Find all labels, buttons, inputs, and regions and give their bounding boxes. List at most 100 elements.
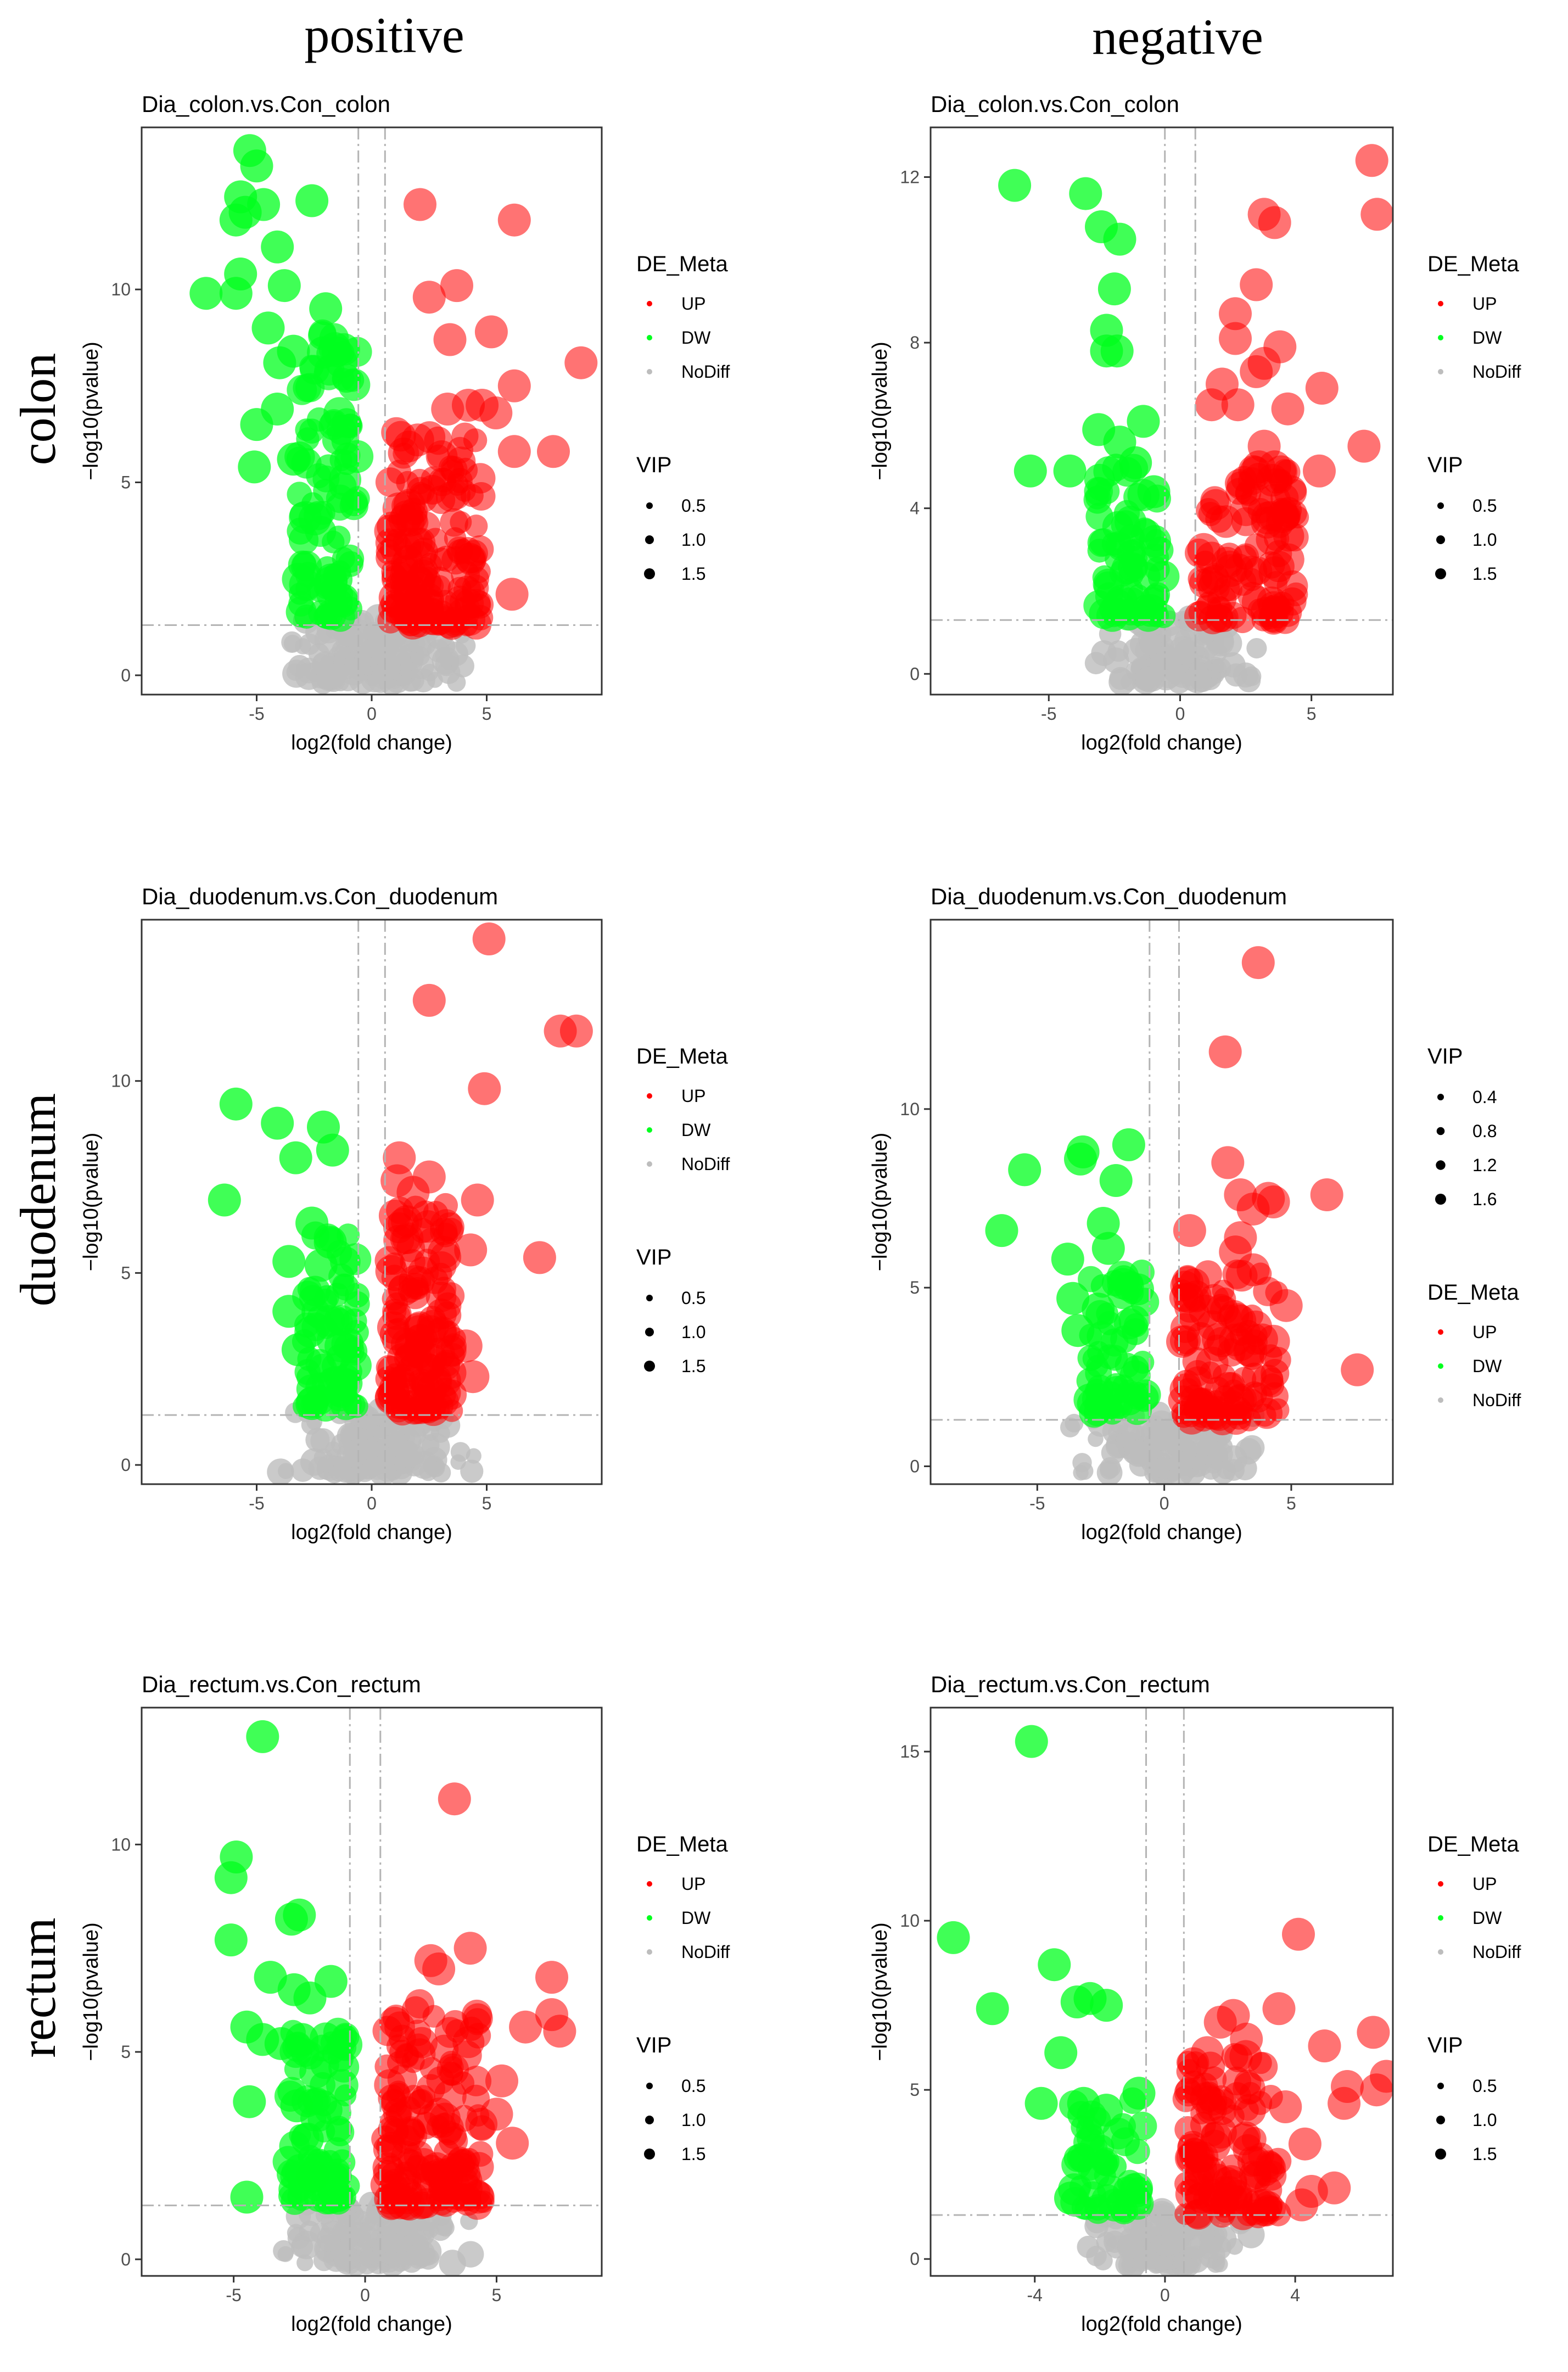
up-point <box>1240 355 1273 388</box>
dw-point <box>238 450 271 484</box>
x-tick-label: -5 <box>249 1493 264 1513</box>
up-point <box>429 2034 459 2064</box>
up-point <box>461 1183 494 1217</box>
up-point <box>391 491 422 521</box>
up-point <box>440 508 468 537</box>
up-point <box>1194 1260 1222 1289</box>
dw-point <box>1123 1355 1149 1381</box>
plot-frame <box>929 919 1394 1485</box>
up-point <box>382 1286 406 1311</box>
legend-de-title: DE_Meta <box>1427 1832 1519 1856</box>
up-point <box>1274 475 1307 508</box>
legend-vip-title: VIP <box>1427 453 1463 477</box>
up-point <box>497 369 531 402</box>
y-axis-label: −log10(pvalue) <box>80 342 103 480</box>
legend-de-entry: DW <box>681 328 711 348</box>
dw-point <box>272 1245 306 1278</box>
up-point <box>431 393 464 426</box>
nodiff-point <box>363 622 383 641</box>
nodiff-point <box>1246 638 1267 659</box>
up-point <box>537 435 570 468</box>
up-point <box>370 2169 401 2200</box>
up-point <box>1231 1401 1255 1424</box>
y-tick-label: 10 <box>111 1071 131 1091</box>
legend-vip-title: VIP <box>636 2033 671 2057</box>
legend-vip-key <box>644 1361 655 1372</box>
up-point <box>1209 505 1242 538</box>
up-point <box>509 2010 542 2044</box>
legend-vip-entry: 0.5 <box>681 2076 705 2096</box>
dw-point <box>214 1923 248 1957</box>
up-point <box>1243 2188 1275 2219</box>
dw-point <box>1090 1989 1123 2022</box>
up-point <box>407 2089 433 2115</box>
nodiff-point <box>278 1463 294 1479</box>
dw-point <box>1111 2127 1140 2156</box>
up-point <box>421 574 444 597</box>
up-point <box>1262 1992 1296 2026</box>
dw-point <box>1082 1293 1115 1326</box>
y-tick-label: 8 <box>910 333 920 353</box>
y-tick-label: 10 <box>900 1911 920 1931</box>
legend-vip-key <box>1435 2149 1446 2160</box>
y-tick-label: 0 <box>910 2249 920 2269</box>
up-point <box>1271 392 1304 426</box>
up-point <box>1196 1346 1229 1380</box>
panel-title: Dia_duodenum.vs.Con_duodenum <box>142 883 498 909</box>
legend-vip-entry: 1.5 <box>681 2144 705 2164</box>
nodiff-point <box>1096 1459 1123 1484</box>
panel-title: Dia_duodenum.vs.Con_duodenum <box>931 883 1287 909</box>
dw-point <box>998 169 1032 202</box>
dw-point <box>1069 2145 1096 2173</box>
dw-point <box>214 1861 248 1894</box>
nodiff-point <box>405 1424 427 1446</box>
legend-vip-entry: 0.8 <box>1472 1121 1497 1141</box>
dw-point <box>1097 272 1131 306</box>
dw-point <box>247 188 281 221</box>
dw-point <box>1038 1948 1071 1982</box>
dw-point <box>334 2084 357 2107</box>
dw-point <box>339 1338 365 1363</box>
legend-de-key <box>647 1915 652 1921</box>
legend-de-title: DE_Meta <box>636 1832 728 1856</box>
legend-de-key <box>647 335 652 340</box>
x-tick-label: 0 <box>1160 2285 1170 2305</box>
dw-point <box>189 277 223 310</box>
up-point <box>465 463 496 494</box>
up-point <box>401 423 434 457</box>
points-layer <box>937 1725 1393 2276</box>
up-point <box>472 922 506 955</box>
dw-point <box>251 311 285 345</box>
y-axis-label: −log10(pvalue) <box>869 1133 892 1271</box>
up-point <box>412 983 446 1017</box>
dw-point <box>277 443 310 476</box>
up-point <box>497 203 531 237</box>
nodiff-point <box>1150 1431 1169 1451</box>
dw-point <box>334 442 361 468</box>
dw-point <box>1013 454 1047 488</box>
dw-point <box>976 1992 1009 2026</box>
legend-de-key <box>647 1881 652 1887</box>
dw-point <box>1112 2199 1136 2223</box>
dw-point <box>281 1333 315 1367</box>
dw-point <box>208 1183 241 1217</box>
up-point <box>401 1398 423 1422</box>
up-point <box>1257 551 1285 579</box>
dw-point <box>319 323 349 353</box>
dw-point <box>1053 454 1087 488</box>
dw-point <box>1119 446 1152 479</box>
x-tick-label: -5 <box>226 2285 241 2305</box>
dw-point <box>1097 2175 1125 2203</box>
up-point <box>1191 2036 1224 2069</box>
up-point <box>374 2054 399 2079</box>
dw-point <box>320 2031 343 2054</box>
dw-point <box>261 230 294 264</box>
up-point <box>449 1329 483 1363</box>
up-point <box>422 1952 456 1985</box>
up-point <box>1173 1214 1206 1247</box>
dw-point <box>1061 1314 1095 1347</box>
x-tick-label: 0 <box>1175 704 1185 724</box>
up-point <box>1219 322 1252 355</box>
volcano-panel-6: Dia_rectum.vs.Con_rectum -4 0 4 0 5 10 15 log2(f… <box>869 1671 1521 2336</box>
up-point <box>497 435 531 468</box>
